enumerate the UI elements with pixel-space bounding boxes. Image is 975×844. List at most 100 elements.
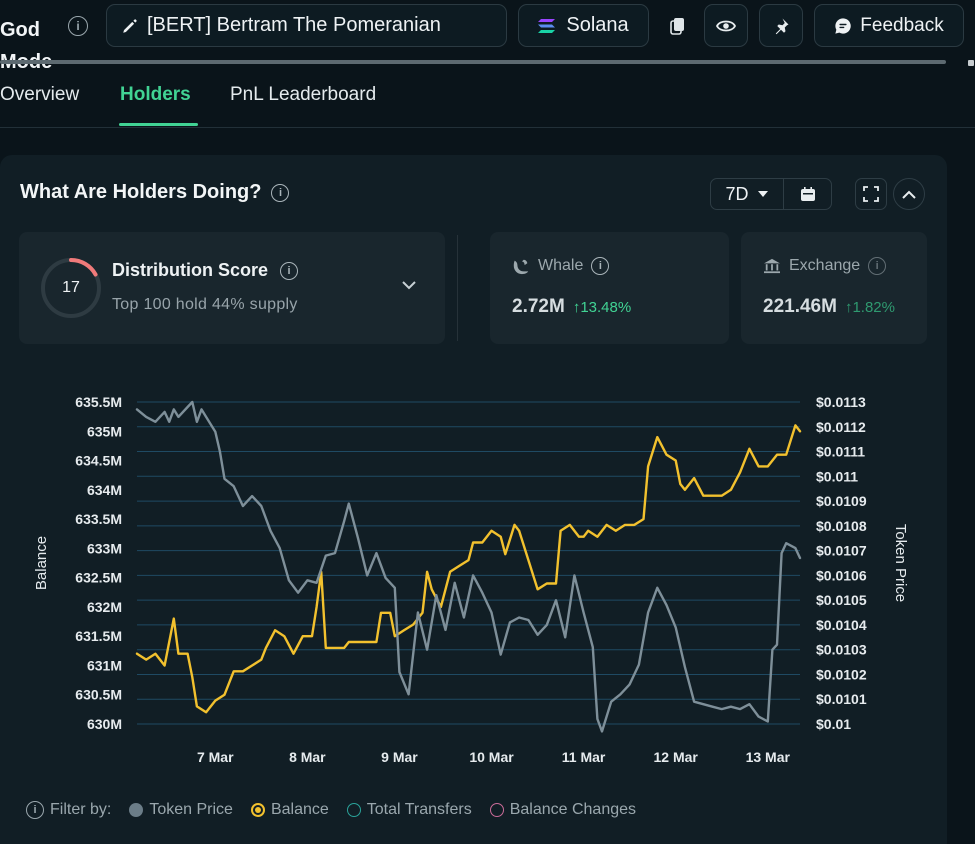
arrow-up-icon: ↑ [572,298,581,316]
whale-change: ↑13.48% [573,299,631,316]
whale-panel[interactable]: Whale i 2.72M ↑13.48% [490,232,729,344]
balance-series-line [135,424,802,714]
bank-icon [764,258,780,274]
y2-tick-label: $0.0103 [816,642,867,658]
token-price-series-line [135,400,802,733]
y2-tick-label: $0.0107 [816,543,867,559]
exchange-label: Exchange i [763,257,887,275]
holders-chart[interactable]: $0.0113 $0.0112 $0.0111 $0.011 $0.0109 $0.010… [0,360,947,780]
filter-label-text: Filter by: [50,801,112,818]
filter-balance-changes-label: Balance Changes [509,801,637,818]
info-icon[interactable]: i [26,801,44,819]
top-bar: God Mode i [BERT] Bertram The Pomeranian… [0,0,975,73]
whale-value: 2.72M [512,296,565,317]
filter-token-price-label: Token Price [149,801,233,818]
eye-icon [716,20,736,31]
y-axis-title: Balance [33,536,50,590]
app-title-line1: God [0,19,40,41]
y-tick-label: 630.5M [75,687,122,703]
chevron-down-icon[interactable] [401,280,417,290]
x-tick-label: 9 Mar [381,749,418,765]
caret-down-icon [757,191,768,197]
y2-tick-label: $0.0111 [816,444,865,460]
y-tick-label: 633M [87,540,122,556]
filter-total-transfers-label: Total Transfers [366,801,472,818]
y-tick-label: 635M [87,423,122,439]
pin-icon [775,18,789,34]
filter-total-transfers[interactable]: Total Transfers [346,801,472,819]
filter-balance[interactable]: Balance [250,801,329,819]
card-title: What Are Holders Doing? i [20,181,290,204]
y-tick-label: 631M [87,657,122,673]
y2-tick-label: $0.0106 [816,567,867,583]
distribution-gauge [41,258,101,318]
calendar-icon [800,186,815,201]
calendar-button[interactable] [784,179,831,209]
y2-tick-label: $0.01 [816,716,851,732]
exchange-change: ↑1.82% [845,299,895,316]
exchange-change-value: 1.82% [852,298,895,316]
whale-change-value: 13.48% [580,298,632,316]
x-tick-label: 13 Mar [746,749,791,765]
horizontal-scrollbar[interactable] [0,60,946,64]
x-tick-label: 11 Mar [562,749,606,765]
whale-label: Whale i [512,257,610,275]
token-title-button[interactable]: [BERT] Bertram The Pomeranian [106,4,507,47]
pin-button[interactable] [759,4,803,47]
y2-tick-label: $0.0109 [816,493,867,509]
info-icon[interactable]: i [591,257,610,275]
collapse-button[interactable] [893,178,925,210]
filter-token-price[interactable]: Token Price [129,801,233,819]
y2-tick-label: $0.0108 [816,518,867,534]
distribution-score-title: Distribution Score i [112,260,299,281]
feedback-label: Feedback [860,14,944,36]
tab-holders[interactable]: Holders [120,84,191,105]
tab-overview[interactable]: Overview [0,84,80,105]
distribution-score-value: 17 [62,279,80,296]
card-title-text: What Are Holders Doing? [20,181,262,203]
exchange-value: 221.46M [763,296,837,317]
y2-tick-label: $0.0104 [816,617,867,633]
x-tick-label: 12 Mar [654,749,699,765]
divider [457,235,458,341]
balance-changes-dot-icon [489,803,504,817]
solana-icon [538,18,556,33]
y2-tick-label: $0.0105 [816,592,867,608]
arrow-up-icon: ↑ [844,298,853,316]
feedback-button[interactable]: Feedback [814,4,964,47]
info-icon[interactable]: i [868,257,887,275]
y2-tick-label: $0.0113 [816,394,866,410]
scrollbar-thumb[interactable] [968,60,974,66]
chat-icon [835,17,851,34]
info-icon[interactable]: i [68,16,88,36]
y2-tick-label: $0.0101 [816,691,867,707]
copy-button[interactable] [659,4,696,47]
exchange-label-text: Exchange [789,257,861,274]
whale-value-row: 2.72M ↑13.48% [512,296,631,318]
info-icon[interactable]: i [271,183,290,202]
distribution-subtitle: Top 100 hold 44% supply [112,296,298,313]
tab-bar: Overview Holders PnL Leaderboard [0,70,975,128]
x-tick-label: 10 Mar [469,749,514,765]
filter-balance-changes[interactable]: Balance Changes [489,801,637,819]
distribution-score-panel[interactable]: 17 Distribution Score i Top 100 hold 44%… [19,232,445,344]
chain-label: Solana [566,14,629,36]
tab-pnl-leaderboard[interactable]: PnL Leaderboard [230,84,377,105]
x-tick-label: 7 Mar [197,749,234,765]
token-title: [BERT] Bertram The Pomeranian [147,14,441,36]
timeframe-control: 7D [710,178,832,210]
distribution-score-label: Distribution Score [112,260,269,280]
fullscreen-button[interactable] [855,178,887,210]
expand-icon [863,186,879,202]
exchange-panel[interactable]: Exchange i 221.46M ↑1.82% [741,232,927,344]
timeframe-select[interactable]: 7D [711,179,784,209]
exchange-value-row: 221.46M ↑1.82% [763,296,895,318]
filter-label: i Filter by: [26,801,111,819]
whale-icon [513,259,529,275]
info-icon[interactable]: i [280,261,299,280]
watch-button[interactable] [704,4,748,47]
balance-dot-icon [250,803,265,817]
chain-button[interactable]: Solana [518,4,649,47]
token-price-dot-icon [129,803,144,817]
y-tick-label: 635.5M [75,394,122,410]
